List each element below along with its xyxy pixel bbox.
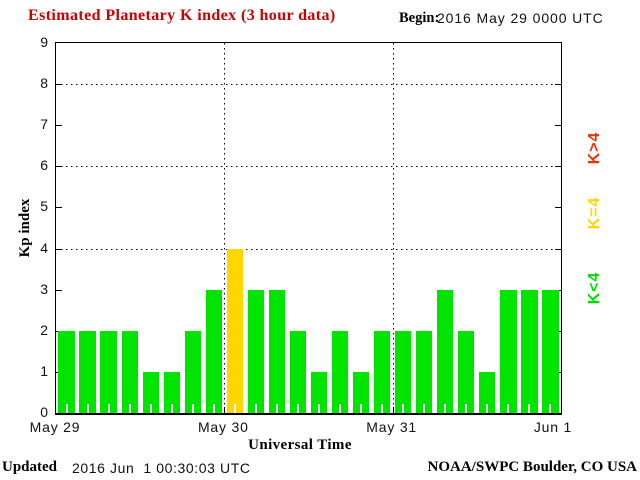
- x-tick-label: May 30: [197, 419, 249, 435]
- y-tick-label: 5: [40, 198, 48, 215]
- plot-area: [55, 42, 562, 415]
- kp-bar: [289, 330, 307, 413]
- bar-tick-notch: [128, 404, 131, 413]
- y-axis-tick: [56, 84, 62, 86]
- bar-tick-notch: [507, 404, 510, 413]
- kp-bar: [79, 330, 96, 413]
- bar-tick-notch: [254, 404, 257, 413]
- x-axis-tick: [392, 407, 394, 413]
- y-tick-label: 1: [40, 362, 48, 379]
- bar-tick-notch: [423, 404, 426, 413]
- h-gridline: [56, 248, 561, 250]
- y-axis-tick: [56, 289, 62, 291]
- bar-tick-notch: [444, 404, 447, 413]
- x-axis-tick: [224, 407, 226, 413]
- kp-bar: [58, 330, 75, 413]
- bar-tick-notch: [275, 404, 278, 413]
- v-gridline: [224, 43, 226, 413]
- y-axis-tick: [555, 84, 561, 86]
- y-tick-label: 4: [40, 239, 48, 256]
- kp-bar: [500, 289, 517, 413]
- y-axis-tick: [555, 207, 561, 209]
- v-gridline: [392, 43, 394, 413]
- h-gridline: [56, 84, 561, 86]
- kp-bar: [395, 330, 412, 413]
- kp-bar: [184, 330, 201, 413]
- kp-bar: [163, 371, 180, 413]
- y-axis-tick: [555, 248, 561, 250]
- kp-bar: [458, 330, 475, 413]
- updated-value: 2016 Jun 1 00:30:03 UTC: [72, 460, 251, 476]
- kp-bar: [205, 289, 222, 413]
- kp-bar: [268, 289, 286, 413]
- kp-bar: [331, 330, 349, 413]
- bar-tick-notch: [528, 404, 531, 413]
- kp-bar: [142, 371, 159, 413]
- legend-label-low: K<4: [586, 271, 603, 305]
- kp-bar: [416, 330, 433, 413]
- bar-tick-notch: [86, 404, 89, 413]
- y-tick-label: 3: [40, 280, 48, 297]
- x-tick-label: May 31: [366, 419, 418, 435]
- y-axis-tick: [56, 166, 62, 168]
- y-axis-tick: [56, 207, 62, 209]
- x-axis-label: Universal Time: [248, 437, 352, 453]
- y-tick-label: 8: [40, 75, 48, 92]
- bar-tick-notch: [360, 404, 363, 413]
- chart-title: Estimated Planetary K index (3 hour data…: [28, 7, 336, 24]
- y-tick-label: 9: [40, 34, 48, 50]
- x-tick-label: Jun 1: [533, 419, 573, 435]
- x-tick-label: May 29: [29, 419, 81, 435]
- legend-label-mid: K=4: [586, 196, 603, 230]
- bar-tick-notch: [65, 404, 68, 413]
- kp-bar: [542, 289, 559, 413]
- bar-tick-notch: [318, 404, 320, 413]
- y-axis-tick: [56, 248, 62, 250]
- kp-bar: [121, 330, 138, 413]
- kp-bar: [100, 330, 117, 413]
- kp-bar: [521, 289, 538, 413]
- y-tick-label: 7: [40, 116, 48, 133]
- source-credit: NOAA/SWPC Boulder, CO USA: [427, 459, 637, 475]
- bar-tick-notch: [149, 404, 152, 413]
- bar-tick-notch: [233, 404, 236, 413]
- y-axis-tick: [555, 125, 561, 127]
- kp-bar: [310, 371, 328, 413]
- bar-tick-notch: [486, 404, 489, 413]
- bar-tick-notch: [381, 404, 384, 413]
- h-gridline: [56, 166, 561, 168]
- legend-label-high: K>4: [586, 131, 603, 165]
- y-axis-label: Kp index: [17, 198, 33, 258]
- kp-bar: [437, 289, 454, 413]
- y-tick-label: 6: [40, 157, 48, 174]
- bar-tick-notch: [212, 404, 215, 413]
- bar-tick-notch: [549, 404, 552, 413]
- updated-label: Updated: [2, 459, 58, 475]
- bar-tick-notch: [296, 404, 299, 413]
- bar-tick-notch: [339, 404, 342, 413]
- bar-tick-notch: [107, 404, 110, 413]
- bar-tick-notch: [402, 404, 405, 413]
- y-tick-label: 2: [40, 321, 48, 338]
- y-axis-tick: [56, 125, 62, 127]
- kp-bar: [247, 289, 264, 413]
- y-tick-label: 0: [40, 404, 48, 420]
- bar-tick-notch: [191, 404, 194, 413]
- begin-value: 2016 May 29 0000 UTC: [437, 10, 604, 26]
- kp-bar: [374, 330, 391, 413]
- kp-bar: [226, 248, 243, 413]
- bar-tick-notch: [170, 404, 173, 413]
- bar-tick-notch: [465, 404, 468, 413]
- kp-bar: [352, 371, 370, 413]
- begin-label: Begin:: [399, 10, 440, 26]
- kp-bar: [479, 371, 496, 413]
- y-axis-tick: [555, 166, 561, 168]
